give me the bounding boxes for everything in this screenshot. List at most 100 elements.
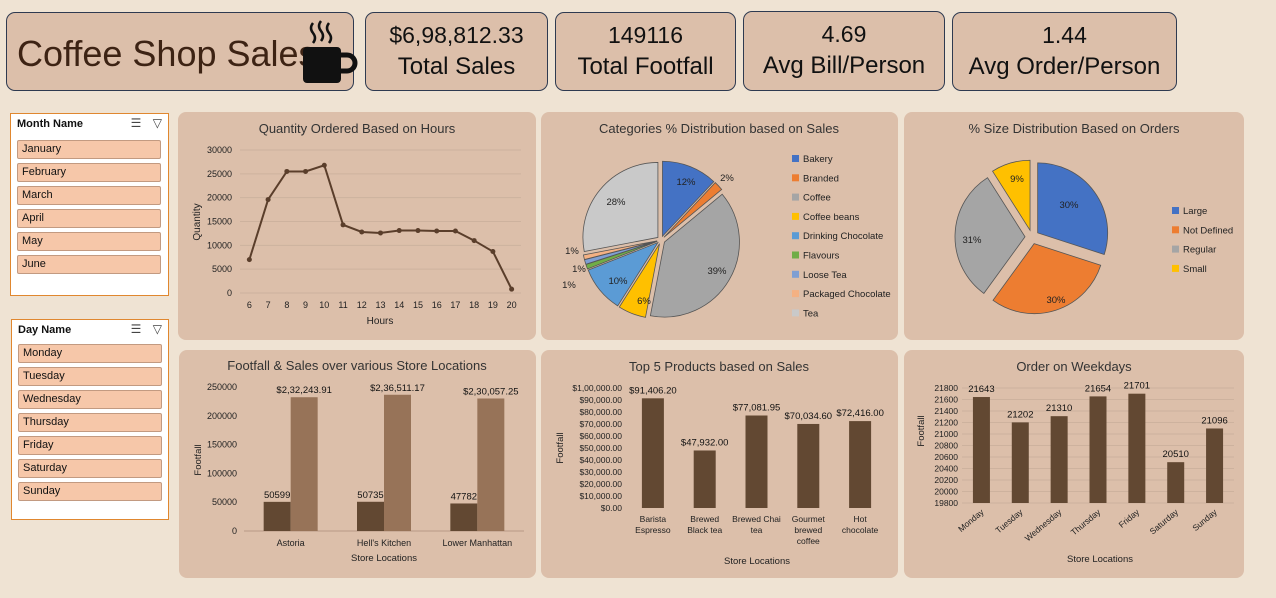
- sizes-pie-chart: % Size Distribution Based on Orders 30% 30…: [954, 121, 1233, 315]
- x-tick-label: brewed: [794, 525, 822, 535]
- bar: [450, 503, 478, 531]
- x-tick-label: 19: [488, 300, 498, 310]
- clear-filter-icon[interactable]: ▽: [152, 116, 162, 130]
- y-tick-label: 21400: [934, 406, 958, 416]
- data-label: 10%: [608, 276, 628, 287]
- categories-pie-chart: Categories % Distribution based on Sales…: [562, 121, 891, 319]
- y-tick-label: 10000: [207, 240, 232, 250]
- pie-slice: [991, 159, 1031, 232]
- slicer-item-month[interactable]: May: [17, 232, 161, 251]
- legend-label: Bakery: [803, 154, 833, 165]
- x-tick-label: chocolate: [842, 525, 879, 535]
- x-tick-label: 7: [266, 300, 271, 310]
- data-label: 1%: [572, 264, 586, 275]
- x-tick-label: Tuesday: [993, 506, 1025, 535]
- slicer-item-month[interactable]: April: [17, 209, 161, 228]
- legend-swatch: [1172, 207, 1179, 214]
- chart-panel-locations: Footfall & Sales over various Store Loca…: [179, 350, 536, 578]
- coffee-cup-icon: [303, 20, 358, 83]
- data-label: 21310: [1046, 403, 1072, 414]
- kpi-label: Total Sales: [397, 53, 516, 80]
- x-tick-label: 6: [247, 300, 252, 310]
- y-tick-label: $0.00: [601, 503, 623, 513]
- x-tick-label: coffee: [797, 536, 820, 546]
- bar: [693, 450, 716, 508]
- x-tick-label: Barista: [640, 514, 667, 524]
- x-tick-label: 20: [507, 300, 517, 310]
- slicer-item-day[interactable]: Tuesday: [18, 367, 162, 386]
- chart-panel-products: Top 5 Products based on Sales $0.00 $10,00…: [541, 350, 898, 578]
- kpi-label: Avg Bill/Person: [762, 52, 926, 79]
- data-point: [434, 228, 440, 234]
- bar: [290, 397, 318, 531]
- y-tick-label: 200000: [207, 411, 237, 421]
- y-tick-label: 21000: [934, 429, 958, 439]
- data-label: $2,36,511.17: [370, 383, 425, 394]
- kpi-label: Total Footfall: [577, 53, 714, 80]
- data-point: [452, 228, 458, 234]
- x-tick-label: 10: [319, 300, 329, 310]
- data-label: 2%: [720, 173, 734, 184]
- data-label: 20510: [1163, 449, 1189, 460]
- x-tick-label: Espresso: [635, 525, 671, 535]
- y-tick-label: 50000: [212, 497, 237, 507]
- x-tick-label: Saturday: [1148, 506, 1181, 536]
- bar: [972, 397, 990, 503]
- y-tick-label: 25000: [207, 169, 232, 179]
- x-tick-label: Wednesday: [1023, 506, 1064, 543]
- data-label: 30%: [1046, 295, 1066, 306]
- x-tick-label: 8: [284, 300, 289, 310]
- chart-panel-weekdays: Order on Weekdays 19800 20000 20200 20400 206…: [904, 350, 1244, 578]
- kpi-label: Avg Order/Person: [968, 53, 1161, 80]
- slicer-item-month[interactable]: March: [17, 186, 161, 205]
- y-tick-label: $90,000.00: [579, 395, 622, 405]
- legend-label: Drinking Chocolate: [803, 231, 883, 242]
- x-tick-label: Sunday: [1190, 506, 1219, 533]
- slicer-item-day[interactable]: Monday: [18, 344, 162, 363]
- data-label: $77,081.95: [733, 403, 781, 414]
- legend-swatch: [1172, 245, 1179, 253]
- bar: [1128, 393, 1146, 503]
- slicer-item-month[interactable]: January: [17, 140, 161, 159]
- kpi-value: 1.44: [1042, 22, 1087, 48]
- y-tick-label: 250000: [207, 382, 237, 392]
- x-tick-label: tea: [751, 525, 763, 535]
- x-tick-label: Friday: [1117, 506, 1142, 529]
- x-tick-label: Astoria: [277, 538, 305, 548]
- slicer-item-month[interactable]: February: [17, 163, 161, 182]
- multi-select-icon[interactable]: ☰: [130, 322, 142, 336]
- slicer-item-day[interactable]: Thursday: [18, 413, 162, 432]
- data-point: [471, 238, 477, 244]
- x-tick-label: 9: [303, 300, 308, 310]
- x-tick-label: Gourmet: [792, 514, 826, 524]
- x-tick-label: Monday: [956, 506, 986, 534]
- clear-filter-icon[interactable]: ▽: [152, 322, 162, 336]
- data-label: 31%: [962, 235, 982, 246]
- kpi-avg-bill: 4.69 Avg Bill/Person: [743, 11, 945, 91]
- bar: [641, 398, 664, 508]
- y-tick-label: 20600: [934, 452, 958, 462]
- multi-select-icon[interactable]: ☰: [130, 116, 142, 130]
- legend-label: Packaged Chocolate: [803, 289, 891, 300]
- bar: [1206, 428, 1224, 503]
- legend-label: Coffee: [803, 193, 831, 204]
- series-line: [248, 163, 513, 290]
- y-tick-label: 20200: [934, 475, 958, 485]
- y-tick-label: $40,000.00: [579, 455, 622, 465]
- y-tick-label: 150000: [207, 440, 237, 450]
- y-tick-label: 19800: [934, 498, 958, 508]
- data-label: 21654: [1085, 383, 1111, 394]
- slicer-item-month[interactable]: June: [17, 255, 161, 274]
- data-label: 39%: [707, 266, 727, 277]
- slicer-item-day[interactable]: Wednesday: [18, 390, 162, 409]
- y-tick-label: 100000: [207, 468, 237, 478]
- slicer-item-day[interactable]: Friday: [18, 436, 162, 455]
- slicer-item-day[interactable]: Sunday: [18, 482, 162, 501]
- data-label: 6%: [637, 296, 651, 307]
- hours-line-chart: Quantity Ordered Based on Hours 0 5000 1000…: [192, 121, 521, 327]
- slicer-item-day[interactable]: Saturday: [18, 459, 162, 478]
- y-axis-label: Quantity: [192, 203, 203, 240]
- chart-title: Top 5 Products based on Sales: [629, 359, 809, 374]
- kpi-value: $6,98,812.33: [389, 22, 524, 48]
- x-tick-label: 17: [450, 300, 460, 310]
